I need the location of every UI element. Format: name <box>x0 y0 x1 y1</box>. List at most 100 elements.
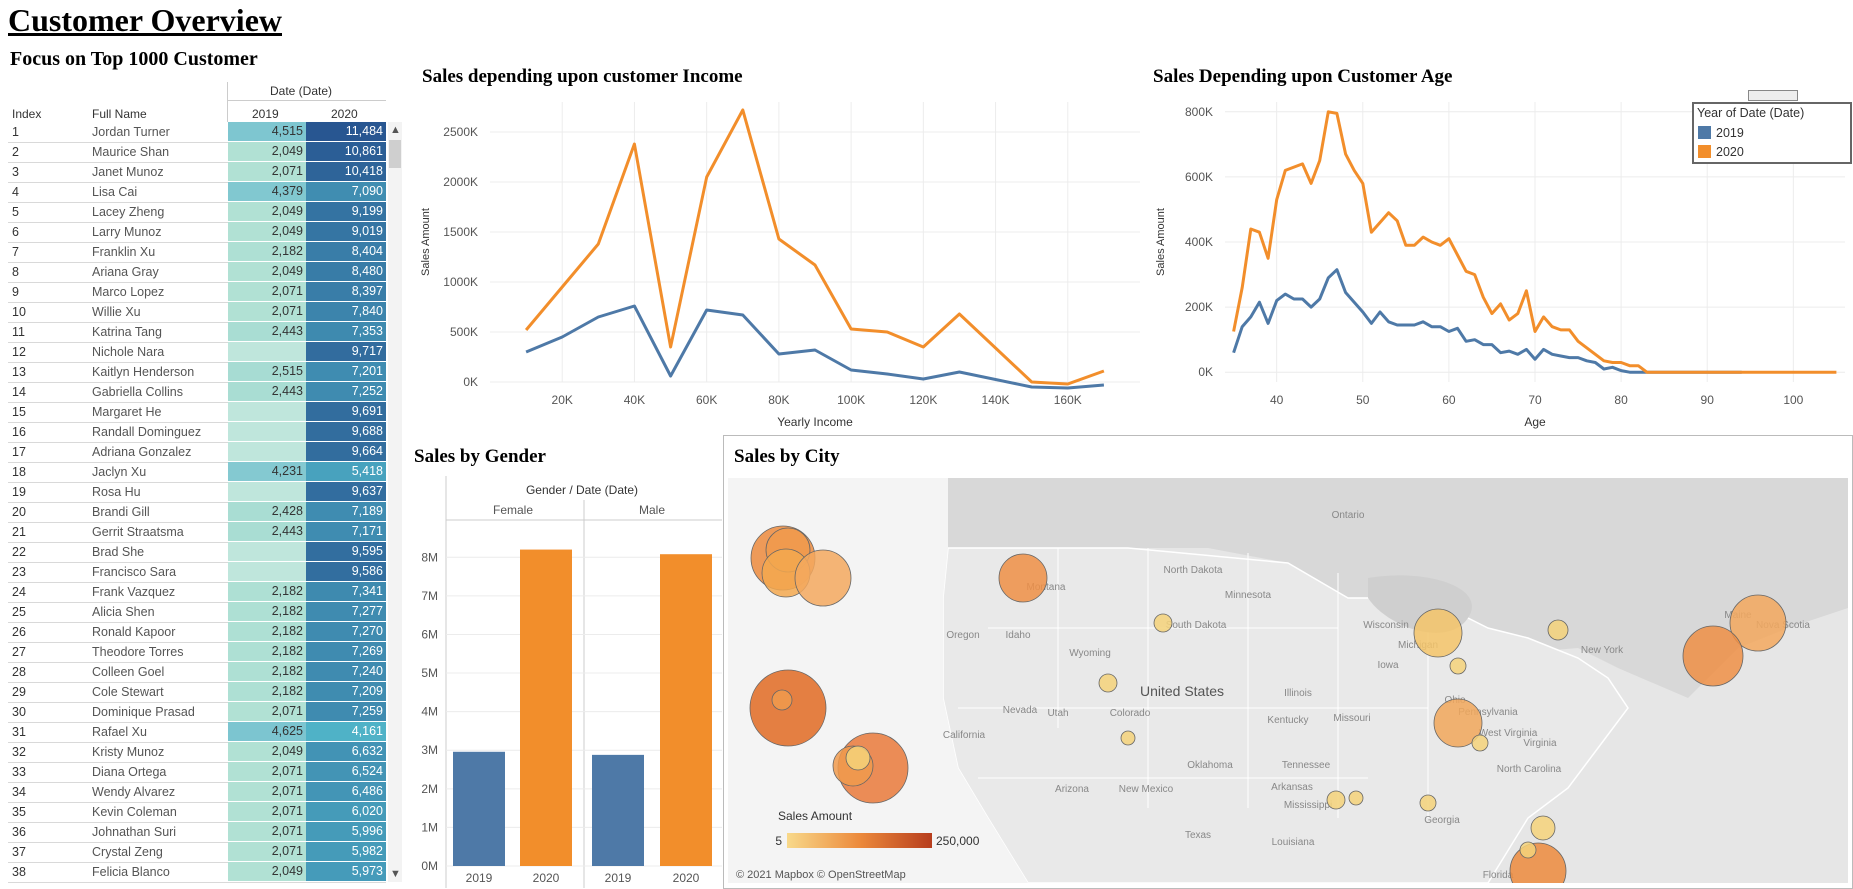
age-line-chart[interactable]: 40 50 60 70 80 90 100 0K 200K 400K 600K 800K Age Sale… <box>1150 92 1850 432</box>
city-bubble[interactable] <box>1530 815 1556 841</box>
city-bubble[interactable] <box>845 745 871 771</box>
income-line-chart[interactable]: 20K 40K 60K 80K 100K 120K 140K 160K 0K 500K 1000K 1… <box>415 92 1145 432</box>
y-tick-label: 5M <box>421 666 438 680</box>
city-bubble[interactable] <box>1682 625 1744 687</box>
table-row[interactable]: 3 Janet Munoz 2,071 10,418 <box>8 162 386 183</box>
table-row[interactable]: 13 Kaitlyn Henderson 2,515 7,201 <box>8 362 386 383</box>
scroll-up-icon[interactable]: ▲ <box>390 124 401 136</box>
scroll-down-icon[interactable]: ▼ <box>390 868 401 880</box>
table-row[interactable]: 2 Maurice Shan 2,049 10,861 <box>8 142 386 163</box>
table-row[interactable]: 21 Gerrit Straatsma 2,443 7,171 <box>8 522 386 543</box>
city-bubble[interactable] <box>1326 790 1346 810</box>
city-bubble[interactable] <box>794 549 852 607</box>
map-label: Kentucky <box>1267 715 1308 726</box>
table-row[interactable]: 23 Francisco Sara 9,586 <box>8 562 386 583</box>
bar-male-2019[interactable] <box>592 754 644 866</box>
table-row[interactable]: 27 Theodore Torres 2,182 7,269 <box>8 642 386 663</box>
bar-female-2020[interactable] <box>520 549 572 866</box>
x-tick-label: 20K <box>552 393 573 407</box>
table-row[interactable]: 29 Cole Stewart 2,182 7,209 <box>8 682 386 703</box>
city-bubble[interactable] <box>1433 698 1483 748</box>
legend-label-2020[interactable]: 2020 <box>1716 145 1744 159</box>
city-bubble[interactable] <box>1413 608 1463 658</box>
scrollbar-thumb[interactable] <box>389 140 401 168</box>
city-bubble[interactable] <box>1519 841 1537 859</box>
row-sales-2020: 11,484 <box>306 122 386 141</box>
bar-female-2019[interactable] <box>453 751 505 866</box>
table-row[interactable]: 17 Adriana Gonzalez 9,664 <box>8 442 386 463</box>
gender-bar-chart[interactable]: Gender / Date (Date) Female Male 0M 1M 2M 3M 4M… <box>410 476 722 888</box>
table-row[interactable]: 14 Gabriella Collins 2,443 7,252 <box>8 382 386 403</box>
table-row[interactable]: 15 Margaret He 9,691 <box>8 402 386 423</box>
series-line-2019[interactable] <box>1232 268 1742 374</box>
col-name-header[interactable]: Full Name <box>92 107 147 121</box>
row-sales-2020: 9,691 <box>306 402 386 421</box>
row-full-name: Ronald Kapoor <box>92 625 176 639</box>
city-bubble[interactable] <box>998 553 1048 603</box>
table-row[interactable]: 25 Alicia Shen 2,182 7,277 <box>8 602 386 623</box>
table-row[interactable]: 18 Jaclyn Xu 4,231 5,418 <box>8 462 386 483</box>
table-row[interactable]: 19 Rosa Hu 9,637 <box>8 482 386 503</box>
col-index-header[interactable]: Index <box>12 107 42 121</box>
row-sales-2019: 4,515 <box>228 122 306 141</box>
city-bubble[interactable] <box>1153 613 1173 633</box>
bar-male-2020[interactable] <box>660 554 712 866</box>
row-sales-2019: 2,182 <box>228 242 306 261</box>
table-row[interactable]: 16 Randall Dominguez 9,688 <box>8 422 386 443</box>
city-map[interactable]: Ontario North Dakota Minnesota Montana South… <box>728 478 1848 883</box>
map-label: Arkansas <box>1271 782 1313 793</box>
row-sales-2019 <box>228 482 306 501</box>
table-row[interactable]: 26 Ronald Kapoor 2,182 7,270 <box>8 622 386 643</box>
table-row[interactable]: 36 Johnathan Suri 2,071 5,996 <box>8 822 386 843</box>
table-row[interactable]: 30 Dominique Prasad 2,071 7,259 <box>8 702 386 723</box>
col-2019-header[interactable]: 2019 <box>252 107 279 121</box>
legend-label-2019[interactable]: 2019 <box>1716 126 1744 140</box>
city-bubble[interactable] <box>1471 734 1489 752</box>
table-row[interactable]: 35 Kevin Coleman 2,071 6,020 <box>8 802 386 823</box>
table-row[interactable]: 20 Brandi Gill 2,428 7,189 <box>8 502 386 523</box>
table-row[interactable]: 31 Rafael Xu 4,625 4,161 <box>8 722 386 743</box>
table-row[interactable]: 7 Franklin Xu 2,182 8,404 <box>8 242 386 263</box>
city-bubble[interactable] <box>1120 730 1136 746</box>
table-row[interactable]: 6 Larry Munoz 2,049 9,019 <box>8 222 386 243</box>
table-row[interactable]: 11 Katrina Tang 2,443 7,353 <box>8 322 386 343</box>
table-scrollbar[interactable] <box>388 122 402 882</box>
table-row[interactable]: 32 Kristy Munoz 2,049 6,632 <box>8 742 386 763</box>
city-bubble[interactable] <box>1729 594 1787 652</box>
row-full-name: Randall Dominguez <box>92 425 202 439</box>
city-bubble[interactable] <box>1509 842 1567 883</box>
row-sales-2019: 2,071 <box>228 762 306 781</box>
row-sales-2019: 2,182 <box>228 582 306 601</box>
table-row[interactable]: 8 Ariana Gray 2,049 8,480 <box>8 262 386 283</box>
city-bubble[interactable] <box>1547 619 1569 641</box>
table-row[interactable]: 9 Marco Lopez 2,071 8,397 <box>8 282 386 303</box>
table-row[interactable]: 37 Crystal Zeng 2,071 5,982 <box>8 842 386 863</box>
legend-drag-handle[interactable] <box>1748 90 1798 101</box>
table-row[interactable]: 22 Brad She 9,595 <box>8 542 386 563</box>
table-row[interactable]: 5 Lacey Zheng 2,049 9,199 <box>8 202 386 223</box>
row-full-name: Marco Lopez <box>92 285 165 299</box>
table-row[interactable]: 1 Jordan Turner 4,515 11,484 <box>8 122 386 143</box>
table-row[interactable]: 10 Willie Xu 2,071 7,840 <box>8 302 386 323</box>
series-line-2019[interactable] <box>525 304 1105 390</box>
map-canvas[interactable]: Ontario North Dakota Minnesota Montana South… <box>728 478 1848 883</box>
col-2020-header[interactable]: 2020 <box>331 107 358 121</box>
series-line-2020[interactable] <box>1232 110 1837 374</box>
city-bubble[interactable] <box>1449 657 1467 675</box>
x-tick-label: 50 <box>1356 393 1370 407</box>
table-row[interactable]: 28 Colleen Goel 2,182 7,240 <box>8 662 386 683</box>
map-label: Nevada <box>1003 705 1038 716</box>
city-bubble[interactable] <box>771 689 793 711</box>
map-label: Ontario <box>1332 510 1365 521</box>
table-row[interactable]: 12 Nichole Nara 9,717 <box>8 342 386 363</box>
table-row[interactable]: 38 Felicia Blanco 2,049 5,973 <box>8 862 386 883</box>
series-line-2020[interactable] <box>524 108 1105 386</box>
table-row[interactable]: 4 Lisa Cai 4,379 7,090 <box>8 182 386 203</box>
city-bubble[interactable] <box>1098 673 1118 693</box>
table-row[interactable]: 33 Diana Ortega 2,071 6,524 <box>8 762 386 783</box>
year-legend[interactable]: Year of Date (Date) 2019 2020 <box>1692 102 1852 164</box>
table-row[interactable]: 24 Frank Vazquez 2,182 7,341 <box>8 582 386 603</box>
table-row[interactable]: 34 Wendy Alvarez 2,071 6,486 <box>8 782 386 803</box>
city-bubble[interactable] <box>1348 790 1364 806</box>
city-bubble[interactable] <box>1419 794 1437 812</box>
